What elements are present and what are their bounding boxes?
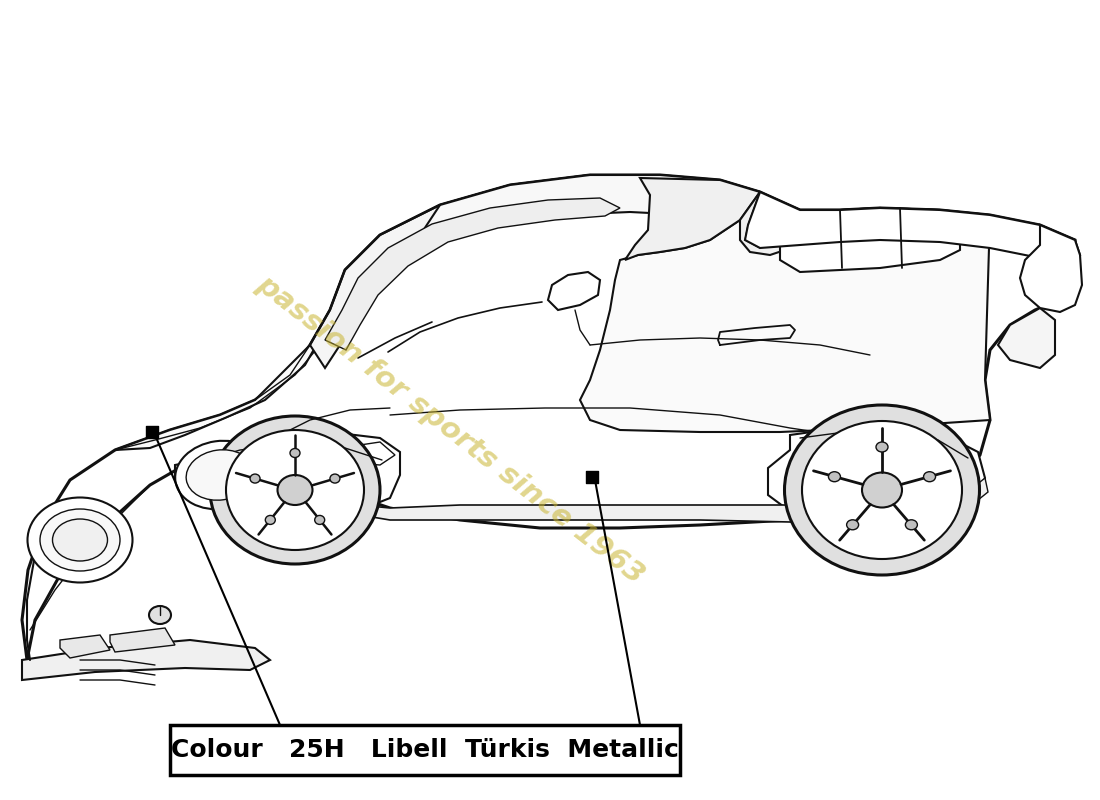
Polygon shape — [305, 442, 395, 468]
FancyBboxPatch shape — [170, 725, 680, 775]
Polygon shape — [768, 428, 984, 535]
Polygon shape — [22, 640, 270, 680]
Polygon shape — [60, 635, 110, 658]
Polygon shape — [745, 192, 1080, 262]
Ellipse shape — [315, 515, 324, 525]
Ellipse shape — [330, 474, 340, 483]
Ellipse shape — [175, 441, 265, 510]
Ellipse shape — [265, 515, 275, 525]
Polygon shape — [548, 272, 600, 310]
Point — [143, 426, 161, 438]
Ellipse shape — [924, 472, 936, 482]
Ellipse shape — [250, 474, 260, 483]
Polygon shape — [745, 192, 760, 248]
Polygon shape — [580, 208, 990, 432]
Ellipse shape — [290, 449, 300, 458]
Polygon shape — [310, 175, 650, 368]
Ellipse shape — [186, 450, 254, 500]
Polygon shape — [360, 505, 870, 525]
Ellipse shape — [802, 421, 962, 559]
Polygon shape — [1020, 225, 1082, 312]
Polygon shape — [910, 478, 988, 520]
Ellipse shape — [226, 430, 364, 550]
Ellipse shape — [828, 472, 840, 482]
Ellipse shape — [53, 519, 108, 561]
Polygon shape — [22, 175, 1075, 660]
Ellipse shape — [876, 442, 888, 452]
Ellipse shape — [862, 473, 902, 507]
Text: passion for sports since 1963: passion for sports since 1963 — [251, 270, 649, 590]
Ellipse shape — [847, 520, 859, 530]
Ellipse shape — [28, 498, 132, 582]
Text: Colour   25H   Libell  Türkis  Metallic: Colour 25H Libell Türkis Metallic — [172, 738, 679, 762]
Ellipse shape — [784, 405, 979, 575]
Polygon shape — [405, 175, 760, 258]
Polygon shape — [110, 628, 175, 652]
Ellipse shape — [905, 520, 917, 530]
Polygon shape — [998, 308, 1055, 368]
Ellipse shape — [40, 509, 120, 571]
Polygon shape — [175, 432, 400, 515]
Polygon shape — [910, 480, 960, 520]
Polygon shape — [780, 208, 960, 272]
Polygon shape — [740, 192, 800, 255]
Ellipse shape — [277, 475, 312, 505]
Polygon shape — [625, 178, 760, 260]
Ellipse shape — [210, 416, 380, 564]
Polygon shape — [324, 198, 620, 350]
Point — [583, 470, 601, 483]
Polygon shape — [116, 235, 380, 450]
Ellipse shape — [148, 606, 170, 624]
